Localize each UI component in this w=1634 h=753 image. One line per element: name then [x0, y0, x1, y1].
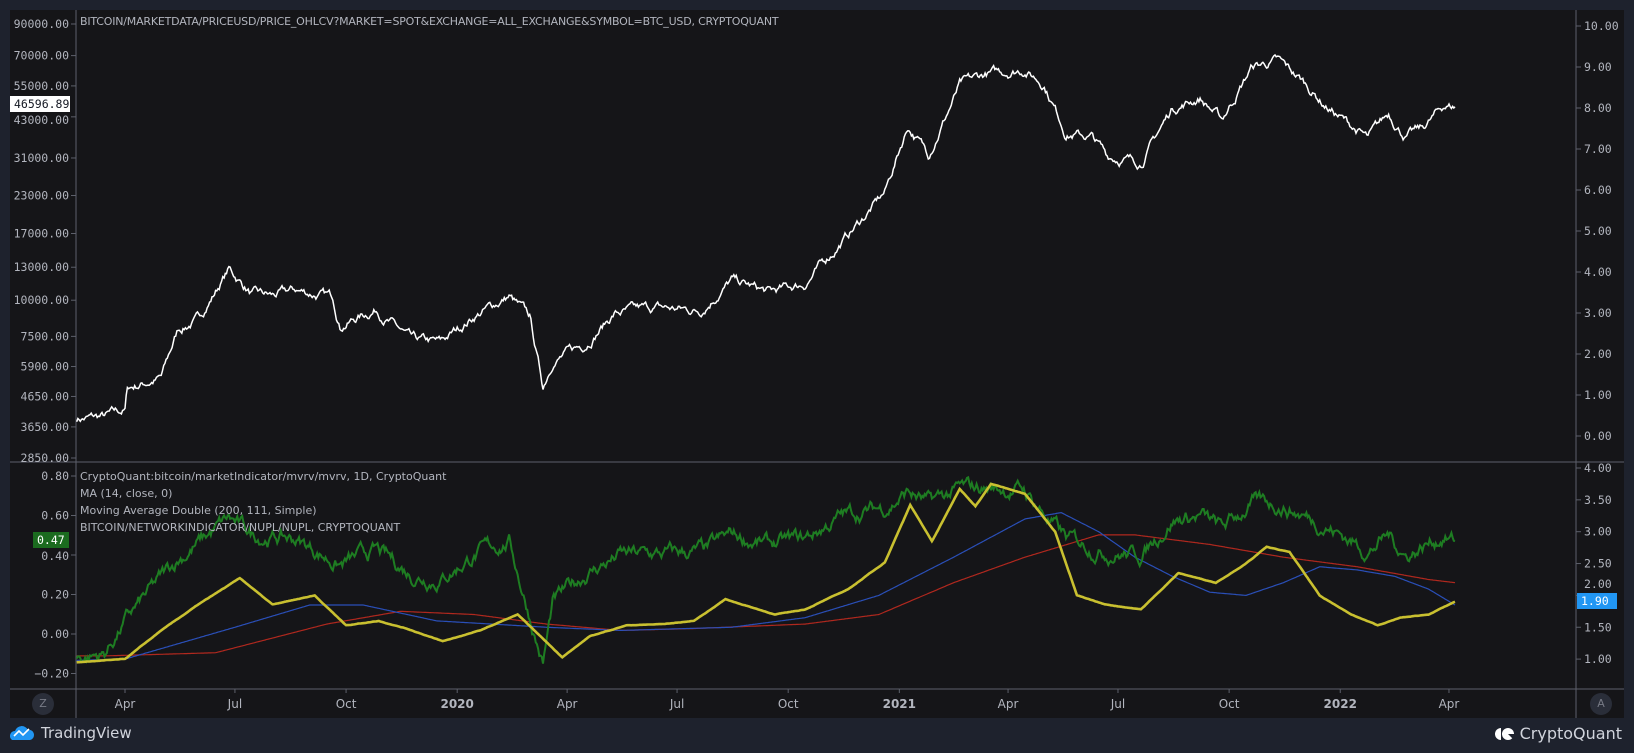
- btc-price-line: [76, 53, 1456, 423]
- price-axis-tick-label: 17000.00: [14, 227, 69, 241]
- time-tick-label: Apr: [557, 697, 578, 711]
- tradingview-cloud-icon: [10, 726, 35, 740]
- legend-ma14[interactable]: MA (14, close, 0): [80, 487, 173, 500]
- mvrv-axis-tick-label: 1.00: [1584, 652, 1612, 666]
- mvrv-axis-tick-label: 4.00: [1584, 461, 1612, 475]
- mvrv-axis-tick-label: 1.50: [1584, 620, 1612, 634]
- tradingview-logo[interactable]: TradingView: [10, 724, 132, 742]
- time-tick-label: Jul: [1110, 697, 1125, 711]
- top-right-axis-tick-label: 7.00: [1584, 142, 1612, 156]
- nupl-axis-tick-label: 0.40: [41, 549, 69, 563]
- mvrv-axis-tick-label: 2.50: [1584, 557, 1612, 571]
- time-tick-label: Apr: [115, 697, 136, 711]
- time-tick-label: Oct: [336, 697, 357, 711]
- mvrv-axis-tick-label: 3.00: [1584, 525, 1612, 539]
- price-axis-tick-label: 43000.00: [14, 113, 69, 127]
- price-axis-tick-label: 23000.00: [14, 189, 69, 203]
- legend-mvrv[interactable]: CryptoQuant:bitcoin/marketIndicator/mvrv…: [80, 470, 447, 483]
- ma-111-line: [76, 511, 1456, 661]
- price-axis-tick-label: 4650.00: [21, 389, 70, 403]
- ma-200-line: [76, 534, 1456, 657]
- mvrv-last-badge: 1.90: [1577, 593, 1617, 609]
- top-right-axis-tick-label: 8.00: [1584, 101, 1612, 115]
- axis-lines: [10, 10, 1624, 718]
- price-series-title: BITCOIN/MARKETDATA/PRICEUSD/PRICE_OHLCV?…: [80, 15, 779, 28]
- time-tick-label: Apr: [1439, 697, 1460, 711]
- chart-background: [10, 10, 1624, 718]
- price-axis-tick-label: 2850.00: [21, 451, 70, 465]
- top-right-axis-tick-label: 0.00: [1584, 429, 1612, 443]
- price-axis-tick-label: 55000.00: [14, 79, 69, 93]
- top-right-axis-tick-label: 1.00: [1584, 388, 1612, 402]
- last-price-badge: 46596.89: [10, 96, 70, 112]
- tradingview-label: TradingView: [41, 724, 132, 742]
- nupl-axis-tick-label: 0.60: [41, 509, 69, 523]
- price-axis-tick-label: 3650.00: [21, 420, 70, 434]
- nupl-axis-tick-label: 0.00: [41, 627, 69, 641]
- price-axis-tick-label: 7500.00: [21, 329, 70, 343]
- price-axis-tick-label: 70000.00: [14, 49, 69, 63]
- cryptoquant-logo: CryptoQuant: [1494, 724, 1622, 743]
- price-axis-tick-label: 10000.00: [14, 293, 69, 307]
- nupl-axis-tick-label: 0.20: [41, 588, 69, 602]
- price-axis-tick-label: 90000.00: [14, 17, 69, 31]
- time-tick-label: 2020: [440, 697, 473, 711]
- mvrv-axis-tick-label: 3.50: [1584, 493, 1612, 507]
- top-right-axis-tick-label: 9.00: [1584, 60, 1612, 74]
- mvrv-ma14-line: [76, 482, 1456, 664]
- price-axis-tick-label: 31000.00: [14, 151, 69, 165]
- top-right-axis-tick-label: 4.00: [1584, 265, 1612, 279]
- top-right-axis-tick-label: 3.00: [1584, 306, 1612, 320]
- legend-nupl[interactable]: BITCOIN/NETWORKINDICATOR/NUPL/NUPL, CRYP…: [80, 521, 401, 534]
- time-tick-label: Oct: [1219, 697, 1240, 711]
- nupl-last-badge: 0.47: [33, 532, 69, 548]
- time-tick-label: 2021: [883, 697, 916, 711]
- price-axis-tick-label: 5900.00: [21, 360, 70, 374]
- top-right-axis-tick-label: 6.00: [1584, 183, 1612, 197]
- time-tick-label: Jul: [227, 697, 242, 711]
- legend-ma-double[interactable]: Moving Average Double (200, 111, Simple): [80, 504, 317, 517]
- time-tick-label: Oct: [778, 697, 799, 711]
- time-tick-label: Jul: [669, 697, 684, 711]
- cryptoquant-label: CryptoQuant: [1519, 724, 1622, 743]
- nupl-line: [76, 475, 1456, 665]
- scale-auto-button[interactable]: A: [1590, 693, 1612, 715]
- nupl-axis-tick-label: −0.20: [34, 667, 69, 681]
- scale-z-button[interactable]: Z: [32, 693, 54, 715]
- nupl-axis-tick-label: 0.80: [41, 469, 69, 483]
- top-right-axis-tick-label: 2.00: [1584, 347, 1612, 361]
- time-tick-label: Apr: [998, 697, 1019, 711]
- indicator-legend: CryptoQuant:bitcoin/marketIndicator/mvrv…: [80, 468, 446, 536]
- mvrv-axis-tick-label: 2.00: [1584, 577, 1612, 591]
- top-right-axis-tick-label: 10.00: [1584, 19, 1619, 33]
- cryptoquant-mark-icon: [1494, 727, 1514, 740]
- time-tick-label: 2022: [1324, 697, 1357, 711]
- price-axis-tick-label: 13000.00: [14, 260, 69, 274]
- top-right-axis-tick-label: 5.00: [1584, 224, 1612, 238]
